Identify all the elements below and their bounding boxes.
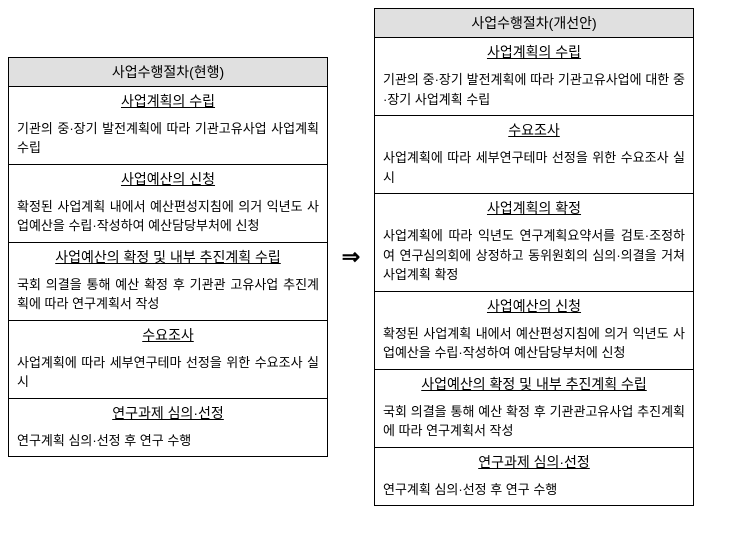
- step-title: 사업계획의 수립: [9, 87, 327, 115]
- step-title: 사업계획의 수립: [375, 38, 693, 66]
- step-desc: 국회 의결을 통해 예산 확정 후 기관관 고유사업 추진계획에 따라 연구계획…: [9, 271, 327, 321]
- right-step-2: 수요조사 사업계획에 따라 세부연구테마 선정을 위한 수요조사 실시: [375, 116, 693, 194]
- right-step-4: 사업예산의 신청 확정된 사업계획 내에서 예산편성지침에 의거 익년도 사업예…: [375, 292, 693, 370]
- step-title: 사업예산의 확정 및 내부 추진계획 수립: [9, 243, 327, 271]
- left-step-4: 수요조사 사업계획에 따라 세부연구테마 선정을 위한 수요조사 실시: [9, 321, 327, 399]
- layout-container: 사업수행절차(현행) 사업계획의 수립 기관의 중·장기 발전계획에 따라 기관…: [8, 8, 730, 506]
- step-desc: 국회 의결을 통해 예산 확정 후 기관관고유사업 추진계획에 따라 연구계획서…: [375, 398, 693, 448]
- step-desc: 확정된 사업계획 내에서 예산편성지침에 의거 익년도 사업예산을 수립·작성하…: [375, 320, 693, 370]
- step-desc: 확정된 사업계획 내에서 예산편성지침에 의거 익년도 사업예산을 수립·작성하…: [9, 193, 327, 243]
- step-desc: 기관의 중·장기 발전계획에 따라 기관고유사업 사업계획 수립: [9, 115, 327, 165]
- right-step-5: 사업예산의 확정 및 내부 추진계획 수립 국회 의결을 통해 예산 확정 후 …: [375, 370, 693, 448]
- arrow-icon: ⇒: [336, 244, 366, 270]
- step-desc: 연구계획 심의·선정 후 연구 수행: [9, 427, 327, 457]
- step-desc: 사업계획에 따라 세부연구테마 선정을 위한 수요조사 실시: [9, 349, 327, 399]
- step-title: 사업계획의 확정: [375, 194, 693, 222]
- step-title: 연구과제 심의·선정: [375, 448, 693, 476]
- step-desc: 기관의 중·장기 발전계획에 따라 기관고유사업에 대한 중·장기 사업계획 수…: [375, 66, 693, 116]
- step-title: 사업예산의 신청: [375, 292, 693, 320]
- right-header: 사업수행절차(개선안): [375, 9, 693, 38]
- step-desc: 연구계획 심의·선정 후 연구 수행: [375, 476, 693, 506]
- right-procedure-table: 사업수행절차(개선안) 사업계획의 수립 기관의 중·장기 발전계획에 따라 기…: [374, 8, 694, 506]
- step-title: 사업예산의 확정 및 내부 추진계획 수립: [375, 370, 693, 398]
- left-step-5: 연구과제 심의·선정 연구계획 심의·선정 후 연구 수행: [9, 399, 327, 457]
- right-step-1: 사업계획의 수립 기관의 중·장기 발전계획에 따라 기관고유사업에 대한 중·…: [375, 38, 693, 116]
- step-title: 수요조사: [9, 321, 327, 349]
- right-step-6: 연구과제 심의·선정 연구계획 심의·선정 후 연구 수행: [375, 448, 693, 506]
- left-header: 사업수행절차(현행): [9, 58, 327, 87]
- left-step-3: 사업예산의 확정 및 내부 추진계획 수립 국회 의결을 통해 예산 확정 후 …: [9, 243, 327, 321]
- step-title: 수요조사: [375, 116, 693, 144]
- right-step-3: 사업계획의 확정 사업계획에 따라 익년도 연구계획요약서를 검토·조정하여 연…: [375, 194, 693, 292]
- step-desc: 사업계획에 따라 세부연구테마 선정을 위한 수요조사 실시: [375, 144, 693, 194]
- left-step-2: 사업예산의 신청 확정된 사업계획 내에서 예산편성지침에 의거 익년도 사업예…: [9, 165, 327, 243]
- step-desc: 사업계획에 따라 익년도 연구계획요약서를 검토·조정하여 연구심의회에 상정하…: [375, 222, 693, 292]
- step-title: 연구과제 심의·선정: [9, 399, 327, 427]
- left-procedure-table: 사업수행절차(현행) 사업계획의 수립 기관의 중·장기 발전계획에 따라 기관…: [8, 57, 328, 458]
- step-title: 사업예산의 신청: [9, 165, 327, 193]
- left-step-1: 사업계획의 수립 기관의 중·장기 발전계획에 따라 기관고유사업 사업계획 수…: [9, 87, 327, 165]
